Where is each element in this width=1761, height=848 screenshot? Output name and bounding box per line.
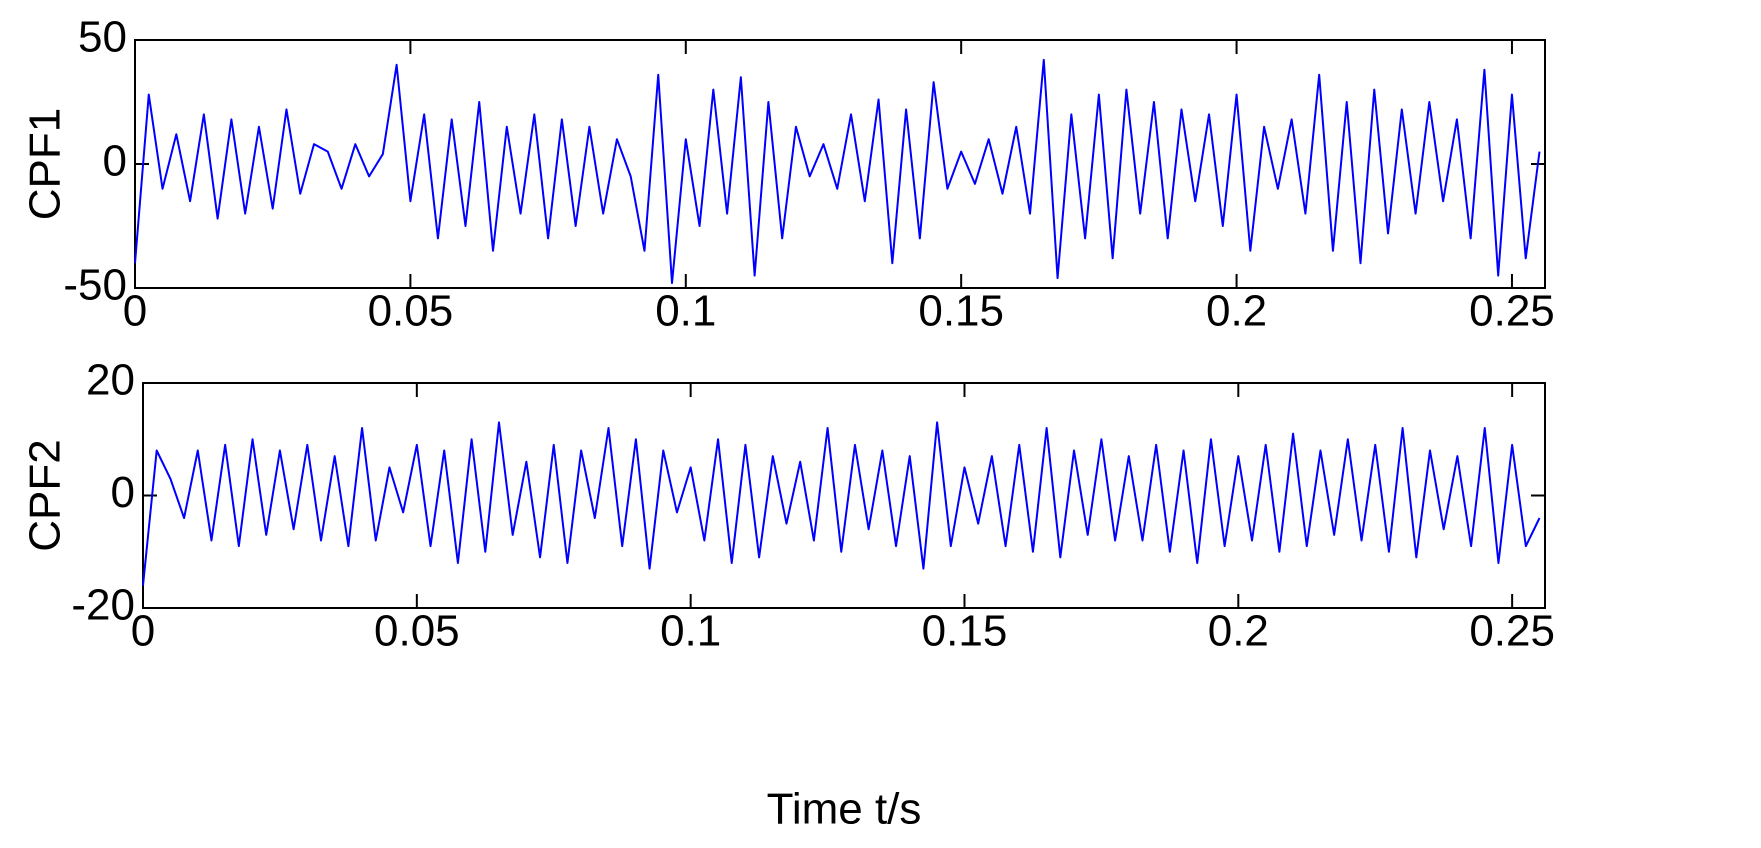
y-axis-label: CPF1 — [21, 108, 70, 220]
x-tick-label: 0.15 — [918, 287, 1004, 336]
x-tick-label: 0.05 — [368, 287, 454, 336]
x-tick-label: 0.15 — [922, 607, 1008, 656]
signal-line — [134, 58, 1541, 285]
x-tick-label: 0.2 — [1206, 287, 1267, 336]
x-axis-label: Time t/s — [767, 785, 922, 834]
signal-line — [142, 421, 1541, 586]
x-tick-label: 0.25 — [1469, 607, 1555, 656]
y-tick-label: -20 — [71, 581, 135, 630]
y-tick-label: 20 — [86, 356, 135, 405]
y-axis-label: CPF2 — [21, 439, 70, 551]
y-tick-label: 0 — [103, 137, 127, 186]
x-tick-label: 0.1 — [655, 287, 716, 336]
x-tick-label: 0 — [131, 607, 155, 656]
x-tick-label: 0 — [123, 287, 147, 336]
x-tick-label: 0.05 — [374, 607, 460, 656]
y-tick-label: 50 — [78, 13, 127, 62]
x-tick-label: 0.2 — [1208, 607, 1269, 656]
y-tick-label: 0 — [111, 468, 135, 517]
y-tick-label: -50 — [63, 261, 127, 310]
x-tick-label: 0.1 — [660, 607, 721, 656]
x-tick-label: 0.25 — [1469, 287, 1555, 336]
